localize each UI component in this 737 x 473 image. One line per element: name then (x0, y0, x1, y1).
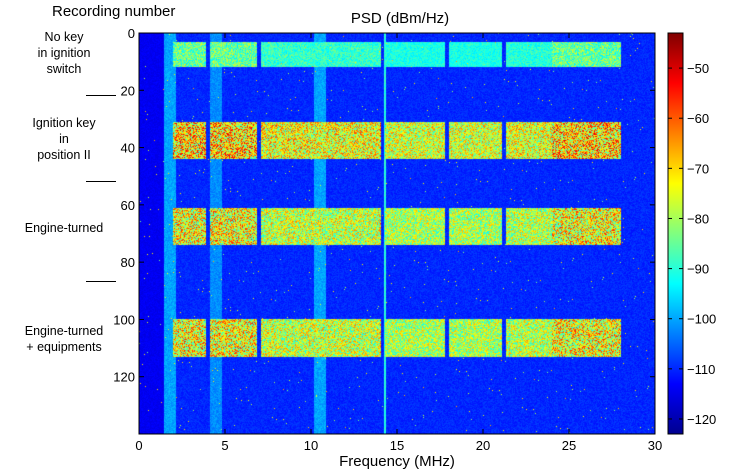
colorbar-tick-label: −60 (687, 111, 709, 126)
group-label: No key in ignition switch (37, 30, 91, 77)
colorbar-tick-label: −100 (687, 312, 716, 327)
y-axis: 0 20 40 60 80 100 120 (113, 26, 655, 385)
y-tick-label: 0 (128, 26, 135, 41)
y-tick-label: 100 (113, 312, 135, 327)
y-tick-label: 120 (113, 370, 135, 385)
x-tick-label: 20 (476, 438, 490, 453)
colorbar (667, 32, 684, 435)
group-label: Ignition key in position II (32, 115, 96, 162)
x-tick-label: 0 (135, 438, 142, 453)
y-tick-label: 20 (121, 83, 135, 98)
group-label: Engine-turned (24, 220, 104, 235)
spectrogram-heatmap (139, 33, 655, 434)
colorbar-tick-label: −80 (687, 211, 709, 226)
y-tick-label: 60 (121, 198, 135, 213)
x-axis-label: Frequency (MHz) (339, 453, 455, 470)
x-tick-label: 25 (562, 438, 576, 453)
colorbar-tick-label: −120 (687, 412, 716, 427)
y-axis-title: Recording number (52, 3, 176, 20)
group-separator (86, 181, 116, 182)
x-tick-label: 10 (304, 438, 318, 453)
colorbar-tick-label: −110 (687, 362, 715, 377)
y-tick-label: 40 (121, 141, 135, 156)
y-tick-label: 80 (121, 255, 135, 270)
x-tick-label: 30 (648, 438, 662, 453)
x-tick-label: 5 (221, 438, 228, 453)
group-label: Engine-turned + equipments (24, 324, 104, 355)
x-tick-label: 15 (390, 438, 404, 453)
colorbar-tick-label: −50 (687, 61, 709, 76)
chart-title: PSD (dBm/Hz) (351, 10, 449, 27)
heatmap-canvas-holder (139, 33, 655, 434)
colorbar-tick-label: −70 (687, 161, 709, 176)
group-separator (86, 281, 116, 282)
group-separator (86, 95, 116, 96)
colorbar-axis: −50 −60 −70 −80 −90 −100 −110 −120 (668, 61, 716, 427)
colorbar-tick-label: −90 (687, 262, 709, 277)
x-axis: 0 5 10 15 20 25 30 (135, 33, 662, 453)
